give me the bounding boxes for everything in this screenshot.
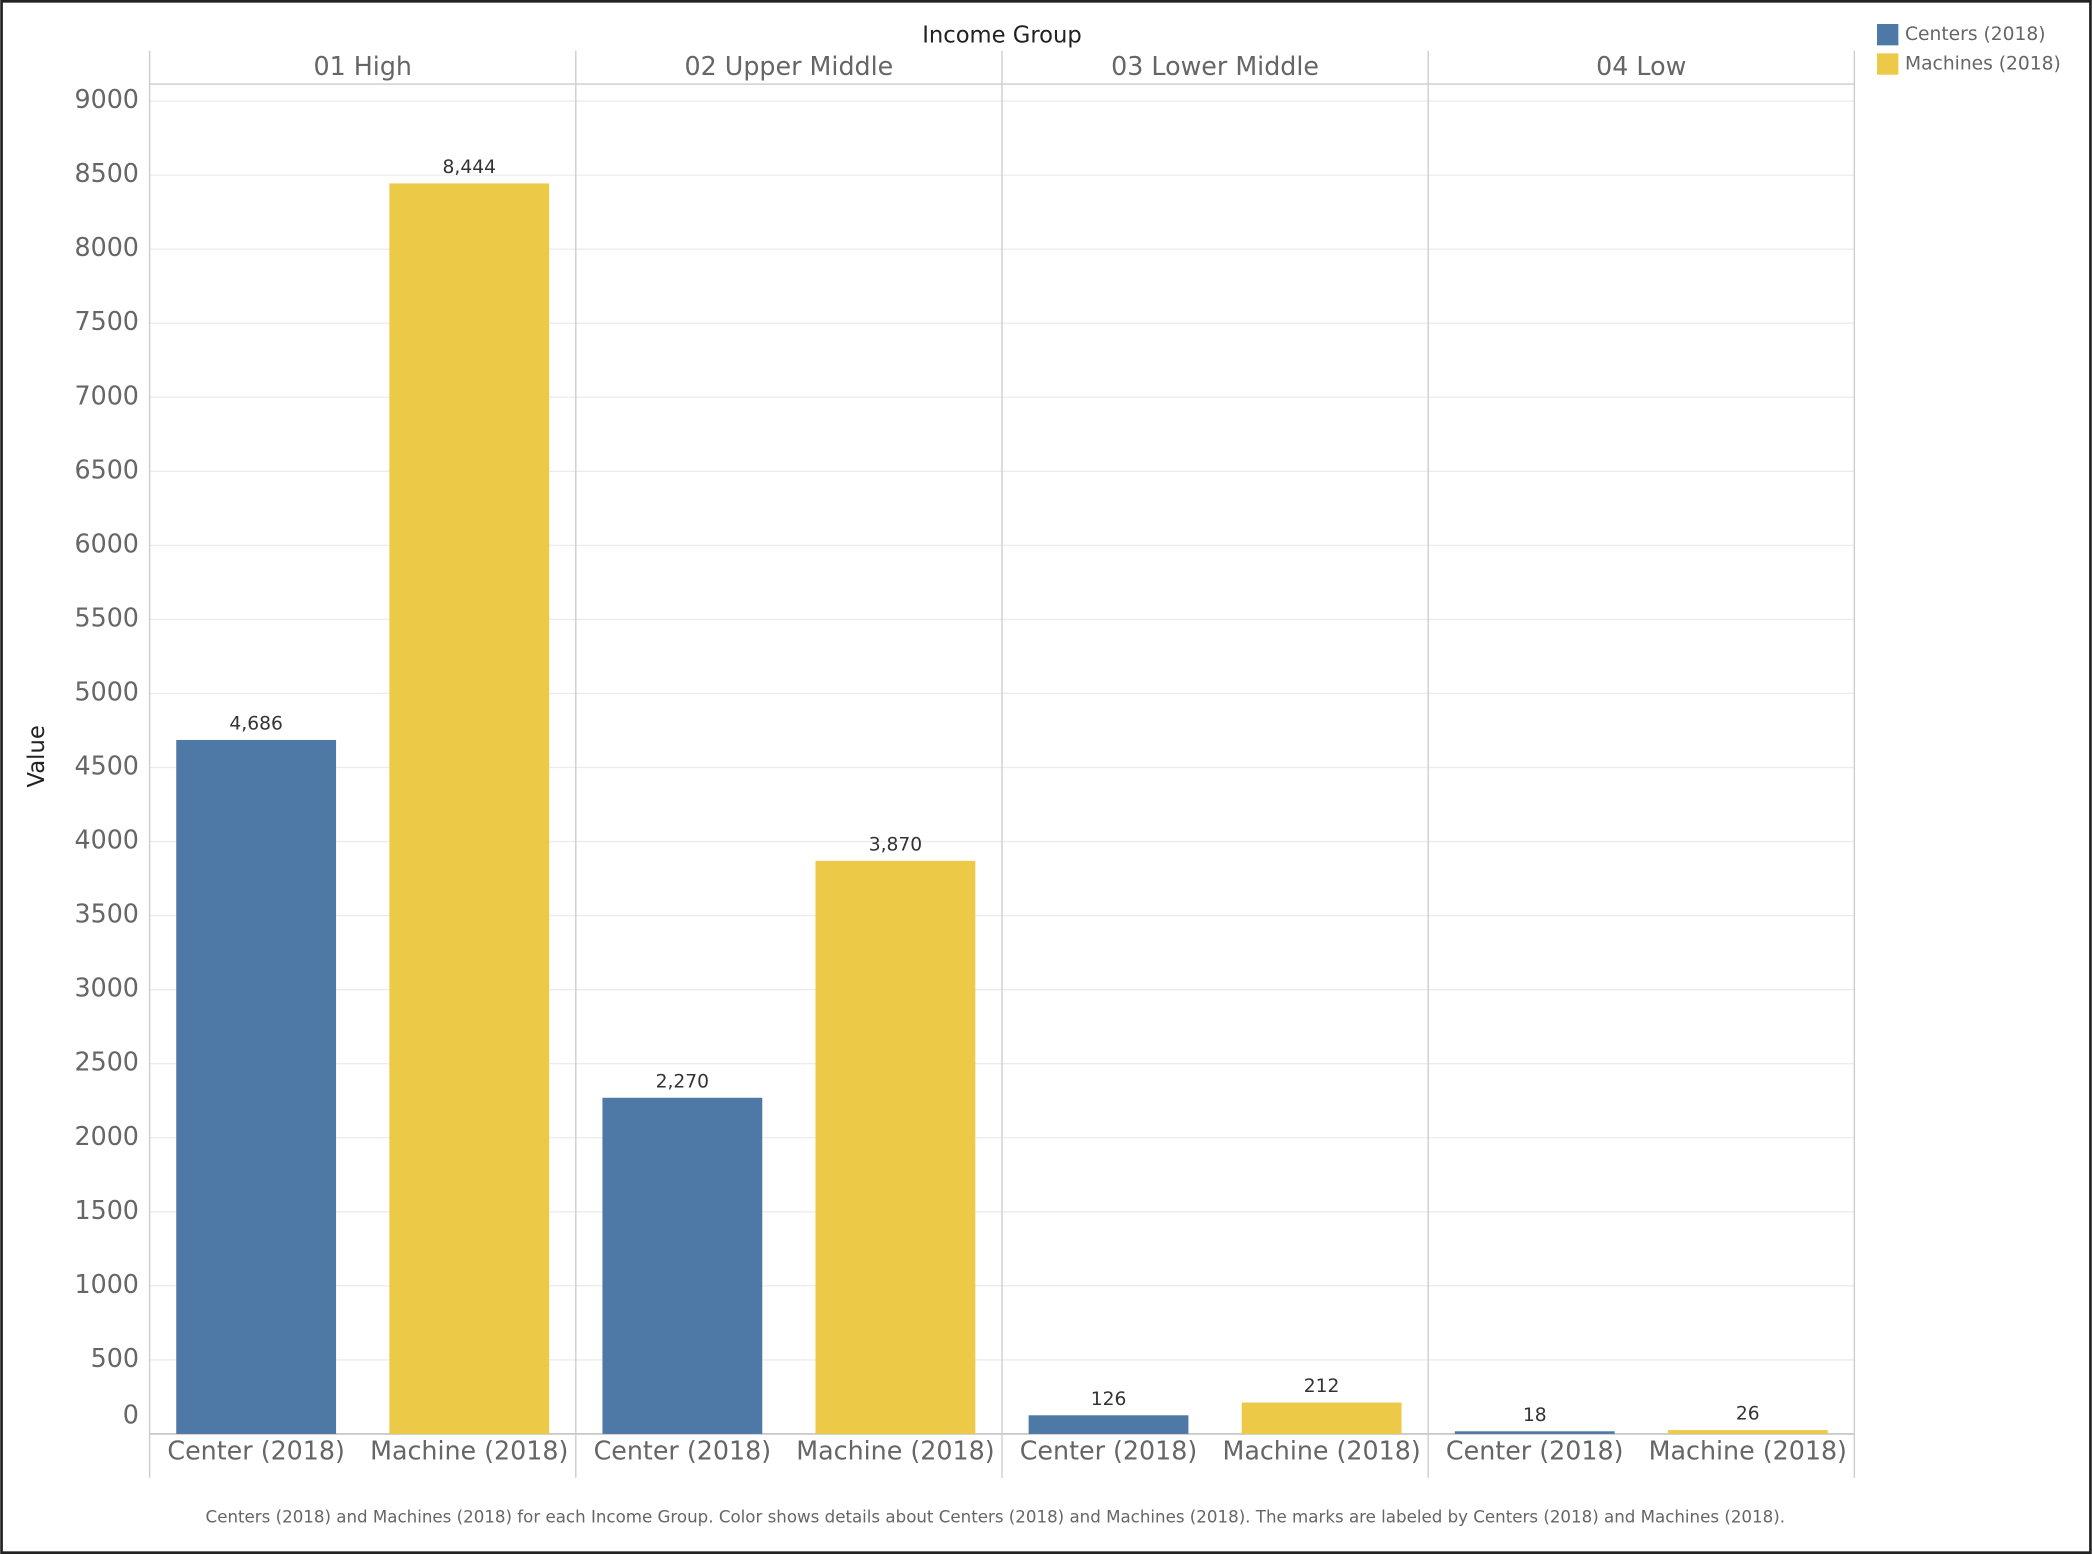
data-label: 212 xyxy=(1304,1376,1340,1397)
facet-label: 02 Upper Middle xyxy=(685,51,894,81)
y-tick-label: 3500 xyxy=(74,899,138,929)
x-tick-label: Center (2018) xyxy=(1446,1436,1624,1466)
y-tick-label: 2500 xyxy=(74,1047,138,1077)
y-tick-label: 8500 xyxy=(74,158,138,188)
y-tick-label: 5000 xyxy=(74,676,138,706)
y-tick-label: 2000 xyxy=(74,1121,138,1151)
bar xyxy=(602,1097,763,1434)
y-tick-label: 8000 xyxy=(74,232,138,262)
x-tick-label: Center (2018) xyxy=(1020,1436,1198,1466)
y-tick-label: 1000 xyxy=(74,1269,138,1299)
y-tick-label: 6500 xyxy=(74,454,138,484)
y-tick-label: 4500 xyxy=(74,751,138,781)
y-tick-label: 7000 xyxy=(74,380,138,410)
data-label: 4,686 xyxy=(229,713,282,734)
bar xyxy=(176,739,337,1434)
y-tick-label: 5500 xyxy=(74,602,138,632)
legend-label: Machines (2018) xyxy=(1905,54,2061,75)
legend-label: Centers (2018) xyxy=(1905,24,2045,45)
x-tick-label: Machine (2018) xyxy=(1222,1436,1420,1466)
x-tick-label: Machine (2018) xyxy=(370,1436,568,1466)
y-tick-label: 500 xyxy=(91,1343,139,1373)
x-tick-label: Machine (2018) xyxy=(796,1436,994,1466)
y-tick-label: 0 xyxy=(123,1400,139,1430)
x-tick-label: Center (2018) xyxy=(167,1436,345,1466)
data-label: 26 xyxy=(1736,1404,1760,1425)
caption: Centers (2018) and Machines (2018) for e… xyxy=(206,1507,1785,1526)
data-label: 2,270 xyxy=(656,1071,709,1092)
data-label: 3,870 xyxy=(869,834,922,855)
data-label: 126 xyxy=(1091,1389,1127,1410)
data-label: 18 xyxy=(1523,1405,1547,1426)
data-label: 8,444 xyxy=(443,157,496,178)
bar xyxy=(815,860,976,1434)
legend-swatch xyxy=(1877,24,1899,46)
y-tick-label: 6000 xyxy=(74,528,138,558)
facet-label: 03 Lower Middle xyxy=(1111,51,1319,81)
y-tick-label: 7500 xyxy=(74,306,138,336)
y-tick-label: 4000 xyxy=(74,825,138,855)
y-tick-label: 1500 xyxy=(74,1195,138,1225)
bar xyxy=(1667,1430,1828,1434)
bar xyxy=(1241,1402,1402,1434)
chart-title: Income Group xyxy=(922,23,1082,49)
y-tick-label: 9000 xyxy=(74,84,138,114)
facet-label: 04 Low xyxy=(1596,51,1686,81)
legend-swatch xyxy=(1877,53,1899,75)
bar xyxy=(1454,1431,1615,1434)
y-axis-title: Value xyxy=(24,725,50,787)
y-tick-label: 3000 xyxy=(74,973,138,1003)
facet-label: 01 High xyxy=(313,51,412,81)
x-tick-label: Machine (2018) xyxy=(1649,1436,1847,1466)
bar xyxy=(389,183,550,1434)
bar xyxy=(1028,1415,1189,1434)
x-tick-label: Center (2018) xyxy=(594,1436,772,1466)
